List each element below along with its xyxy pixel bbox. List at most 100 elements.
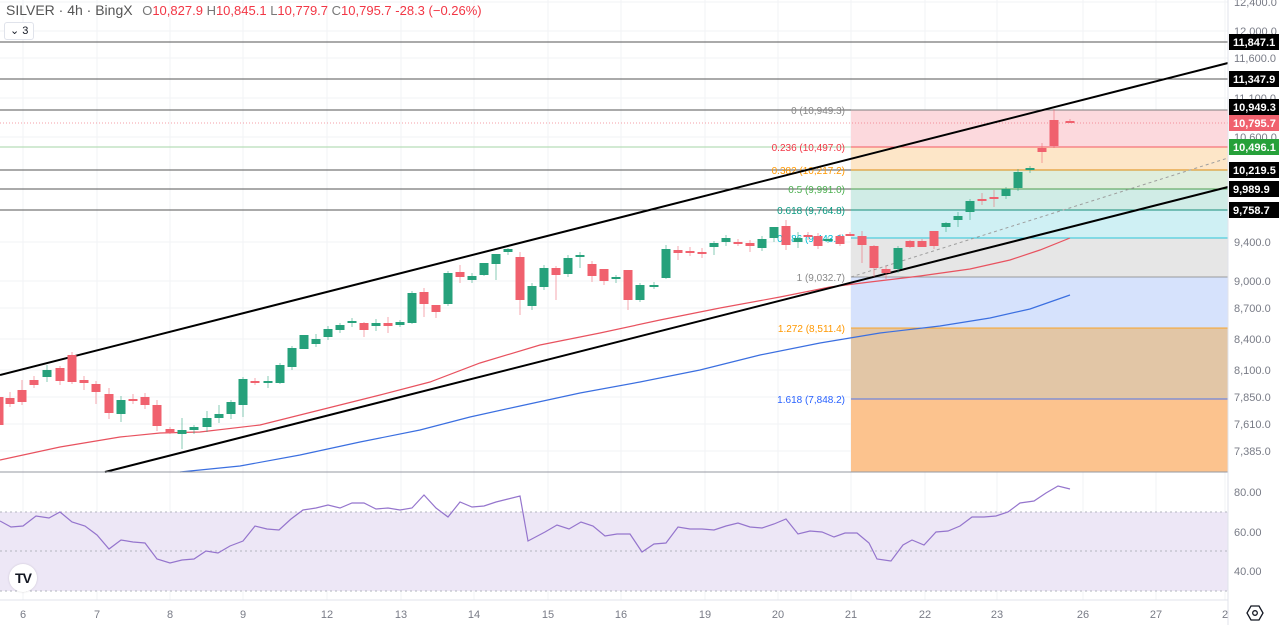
fib-zone	[851, 328, 1228, 399]
time-tick: 19	[699, 609, 711, 621]
candle	[989, 190, 999, 207]
symbol-title[interactable]: SILVER · 4h · BingX	[6, 2, 133, 18]
candle	[623, 270, 633, 310]
price-axis[interactable]: 12,400.012,000.011,600.011,100.010,600.0…	[1234, 0, 1277, 458]
price-axis-labels: 11,847.1 11,347.9 10,949.3 10,795.7 10,496.1…	[1229, 34, 1279, 218]
candle	[953, 212, 963, 227]
moving-average-slow-line	[179, 294, 1071, 473]
candle	[905, 240, 915, 248]
candle	[515, 252, 525, 315]
chart-legend: SILVER · 4h · BingX O10,827.9 H10,845.1 …	[6, 2, 482, 18]
candle	[467, 273, 477, 283]
candle	[539, 265, 549, 290]
candle	[419, 288, 429, 317]
price-tick: 8,700.0	[1234, 303, 1271, 315]
price-label-tag: 10,496.1	[1229, 139, 1279, 155]
low-value: 10,779.7	[277, 3, 329, 18]
fib-zone	[851, 277, 1228, 328]
candle	[79, 376, 89, 390]
price-tick: 12,400.0	[1234, 0, 1277, 9]
candle	[250, 378, 260, 385]
open-label: O	[142, 3, 153, 18]
candle	[635, 283, 645, 302]
candle	[835, 234, 845, 246]
candle	[29, 376, 39, 388]
price-tick: 8,400.0	[1234, 334, 1271, 346]
rsi-tick: 60.00	[1234, 527, 1262, 539]
candle	[383, 317, 393, 333]
time-tick: 14	[468, 609, 480, 621]
candle	[55, 366, 65, 385]
candle	[323, 326, 333, 340]
tradingview-logo-icon[interactable]: TV	[9, 564, 37, 592]
price-tick: 7,610.0	[1234, 419, 1271, 431]
price-tick: 7,385.0	[1234, 446, 1271, 458]
candle	[263, 376, 273, 388]
fib-zone	[851, 210, 1228, 238]
candle	[721, 235, 731, 246]
candle	[189, 425, 199, 434]
fibonacci-retracement-zones[interactable]	[851, 110, 1228, 472]
candle	[575, 252, 585, 268]
fib-level-label: 0.786 (9,443.6)	[777, 234, 845, 245]
change-value: -28.3 (−0.26%)	[395, 3, 482, 18]
candle	[551, 266, 561, 300]
price-label-tag: 10,949.3	[1229, 99, 1279, 115]
rsi-tick: 80.00	[1234, 487, 1262, 499]
time-tick: 22	[919, 609, 931, 621]
candle	[757, 236, 767, 251]
candle	[527, 283, 537, 310]
candle	[845, 232, 855, 236]
svg-text:11,847.1: 11,847.1	[1233, 37, 1275, 49]
fib-zone	[851, 399, 1228, 472]
indicators-toggle-button[interactable]: ⌄ 3	[4, 22, 35, 40]
candle	[335, 323, 345, 333]
candle	[152, 400, 162, 431]
svg-text:11,347.9: 11,347.9	[1233, 74, 1275, 86]
candle	[17, 380, 27, 405]
candle	[104, 388, 114, 419]
fib-level-label: 1 (9,032.7)	[797, 273, 845, 284]
close-label: C	[331, 3, 342, 18]
fibonacci-level-lines[interactable]	[851, 109, 1228, 400]
candle	[1025, 166, 1035, 173]
candle	[431, 305, 441, 318]
candle	[611, 275, 621, 283]
candle	[1065, 119, 1075, 123]
candle	[287, 346, 297, 370]
price-label-tag: 11,847.1	[1229, 34, 1279, 50]
price-label-tag: 9,758.7	[1229, 202, 1279, 218]
time-tick: 2	[1222, 609, 1228, 621]
fib-level-label: 0.618 (9,764.8)	[777, 206, 845, 217]
settings-gear-icon[interactable]	[1246, 605, 1264, 621]
candle	[479, 263, 489, 276]
time-tick: 12	[321, 609, 333, 621]
candle	[238, 377, 248, 417]
time-tick: 9	[240, 609, 246, 621]
fib-level-label: 0 (10,949.3)	[791, 106, 845, 117]
channel-upper-line[interactable]	[0, 62, 1229, 376]
candle	[977, 193, 987, 205]
channel-lower-line[interactable]	[104, 186, 1229, 473]
price-tick: 9,000.0	[1234, 276, 1271, 288]
candle	[177, 418, 187, 449]
candle	[165, 427, 175, 434]
candle	[140, 393, 150, 409]
candle	[116, 396, 126, 422]
candle	[803, 232, 813, 240]
candle	[813, 233, 823, 249]
price-label-tag: 10,219.5	[1229, 162, 1279, 178]
low-label: L	[270, 3, 278, 18]
candle	[0, 397, 4, 425]
candle	[1001, 187, 1011, 199]
candle	[491, 254, 501, 280]
candle	[1049, 109, 1059, 148]
time-axis[interactable]: 6 7 8 9 12 13 14 15 16 19 20 21 22 23 26 27 2	[20, 609, 1228, 621]
fib-zone	[851, 147, 1228, 170]
time-tick: 26	[1077, 609, 1089, 621]
candle	[455, 265, 465, 283]
candle	[673, 246, 683, 260]
candle	[881, 266, 891, 279]
candle	[893, 246, 903, 273]
